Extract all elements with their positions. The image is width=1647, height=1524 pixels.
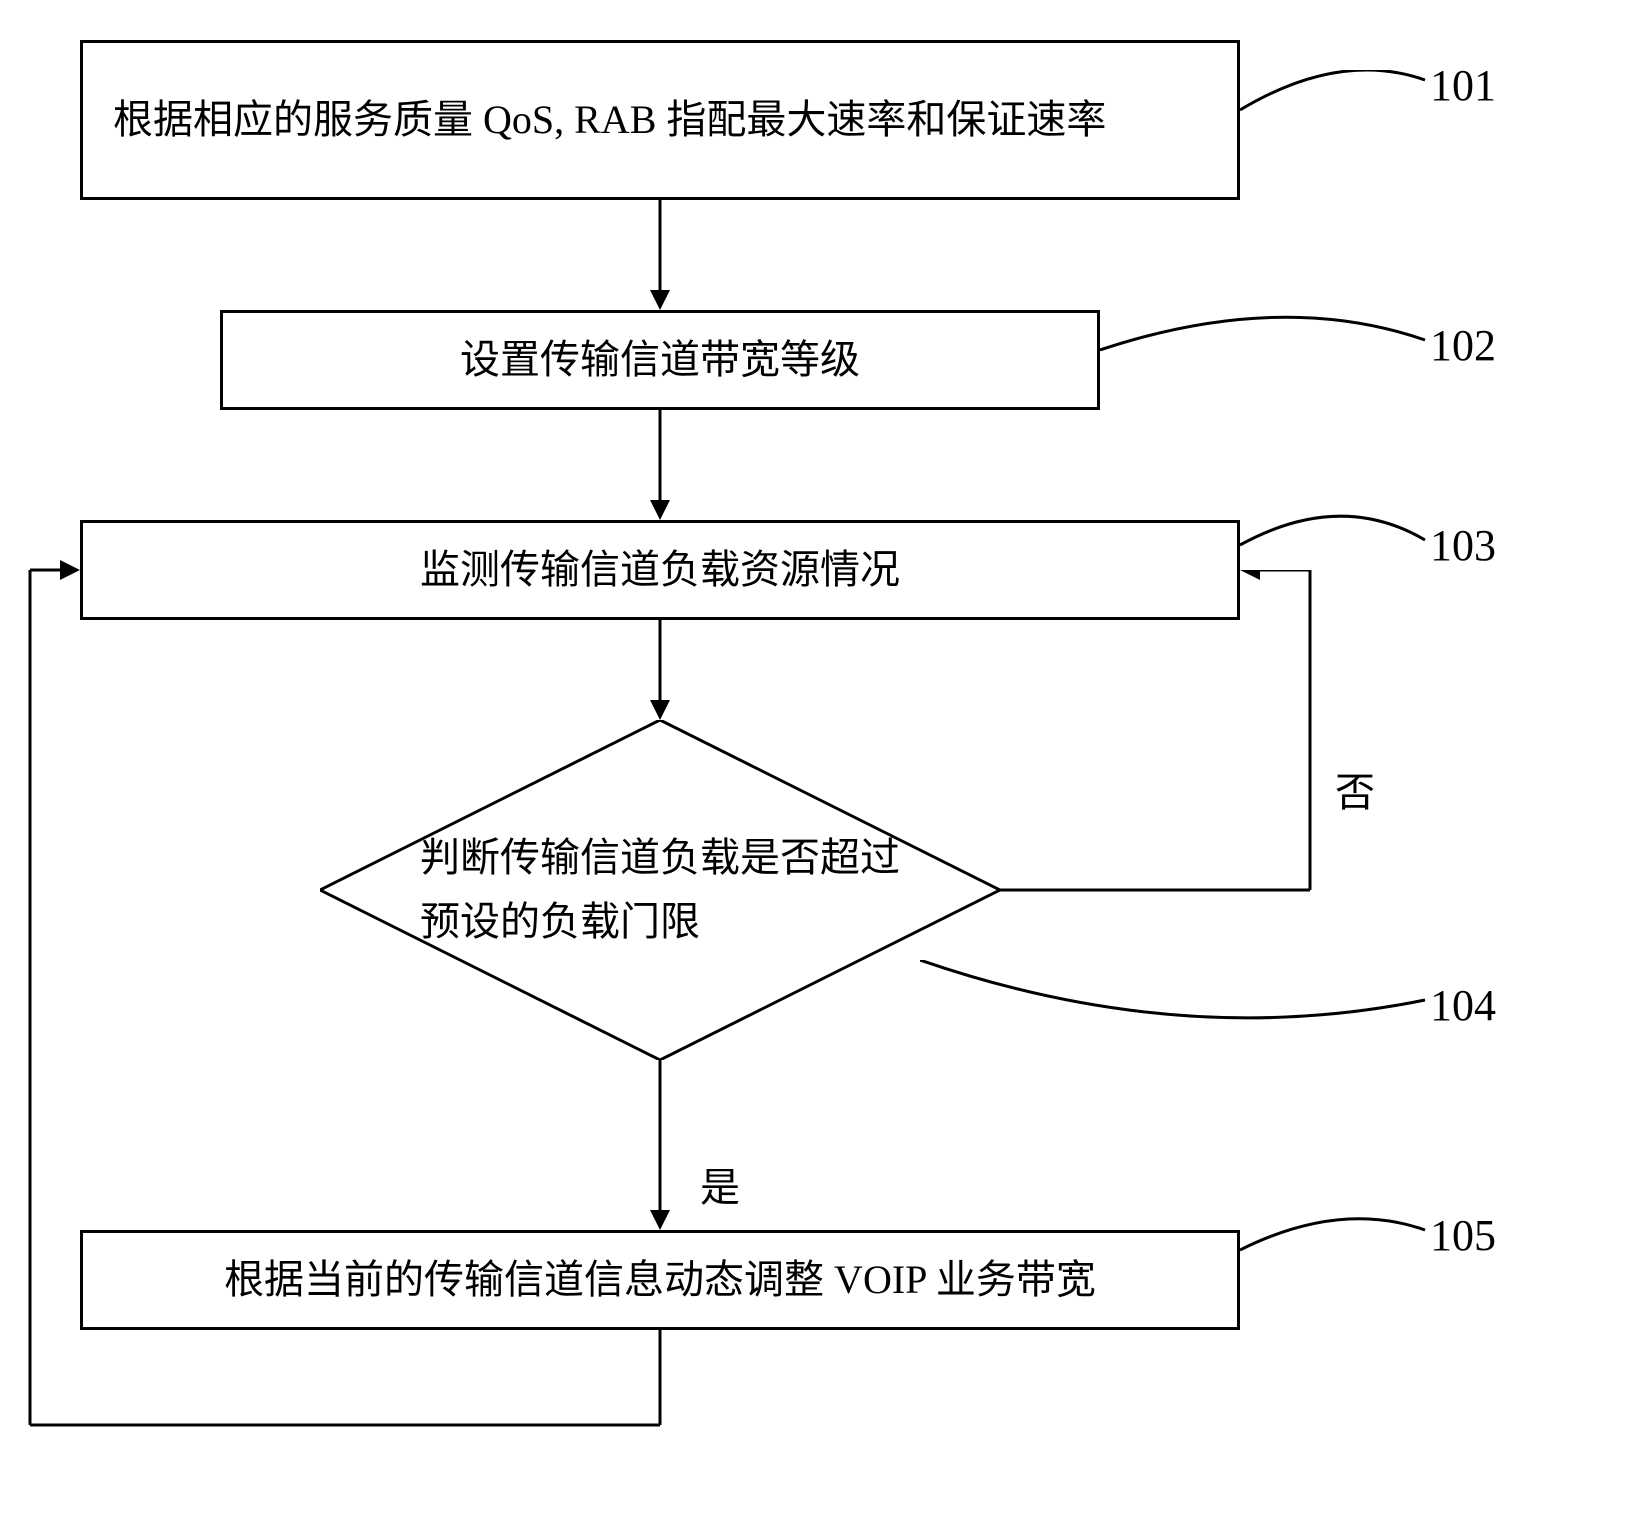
label-104: 104 [1430, 980, 1496, 1031]
label-101: 101 [1430, 60, 1496, 111]
arrow-104-103-no [1000, 570, 1330, 900]
flowchart-container: 根据相应的服务质量 QoS, RAB 指配最大速率和保证速率 101 设置传输信… [0, 0, 1647, 1524]
arrow-101-102 [645, 200, 675, 310]
arrow-102-103 [645, 410, 675, 520]
edge-label-no: 否 [1335, 760, 1375, 818]
node-101-text: 根据相应的服务质量 QoS, RAB 指配最大速率和保证速率 [113, 90, 1106, 150]
edge-label-yes: 是 [700, 1155, 740, 1213]
leader-101 [1240, 70, 1430, 150]
leader-102 [1100, 310, 1430, 370]
arrow-105-103-loop [15, 560, 675, 1430]
leader-104 [920, 960, 1430, 1040]
node-101: 根据相应的服务质量 QoS, RAB 指配最大速率和保证速率 [80, 40, 1240, 200]
node-102-text: 设置传输信道带宽等级 [460, 330, 860, 390]
label-105: 105 [1430, 1210, 1496, 1261]
leader-103 [1240, 500, 1430, 570]
label-102: 102 [1430, 320, 1496, 371]
node-102: 设置传输信道带宽等级 [220, 310, 1100, 410]
label-103: 103 [1430, 520, 1496, 571]
leader-105 [1240, 1210, 1430, 1270]
arrow-105-down [645, 1330, 675, 1430]
